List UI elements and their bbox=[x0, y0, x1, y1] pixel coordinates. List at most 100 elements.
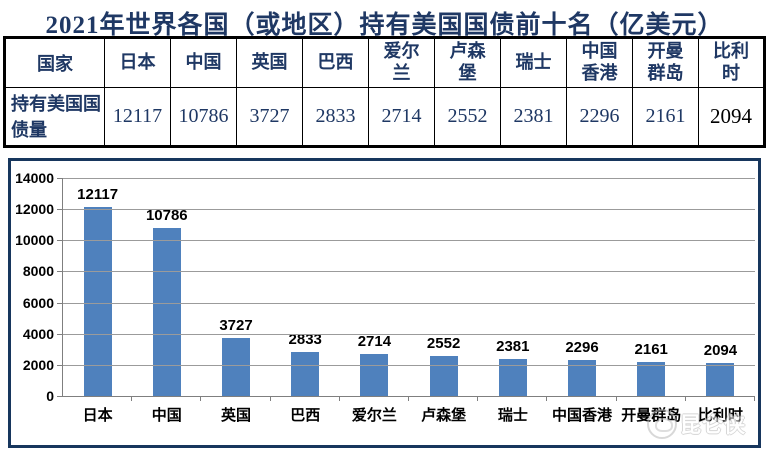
value-row-header: 持有美国国债量 bbox=[4, 86, 105, 148]
table-country-cell: 瑞士 bbox=[500, 37, 567, 88]
table-row-countries: 国家 日本 中国 英国 巴西 爱尔兰 卢森堡 瑞士 中国香港 开曼群岛 比利时 bbox=[4, 37, 765, 88]
table-value-cell: 12117 bbox=[104, 86, 171, 148]
bar-data-label: 2714 bbox=[357, 333, 392, 350]
bar-data-label: 2833 bbox=[288, 331, 322, 348]
gridline bbox=[63, 302, 755, 304]
x-axis-category-label: 日本 bbox=[82, 407, 113, 424]
gridline bbox=[63, 364, 755, 366]
x-axis-tick bbox=[200, 396, 202, 401]
x-axis-tick bbox=[684, 396, 686, 401]
gridline bbox=[63, 271, 755, 273]
page-title: 2021年世界各国（或地区）持有美国国债前十名（亿美元） bbox=[45, 12, 724, 39]
table-row-values: 持有美国国债量 12117 10786 3727 2833 2714 2552 2381 22… bbox=[4, 86, 765, 148]
x-axis-category-label: 瑞士 bbox=[497, 407, 528, 424]
y-axis-tick-label: 0 bbox=[46, 388, 54, 404]
bar-日本 bbox=[83, 207, 112, 396]
bar-data-label: 12117 bbox=[77, 186, 119, 203]
bar-data-label: 2552 bbox=[426, 335, 461, 352]
x-axis-category-label: 中国香港 bbox=[552, 407, 613, 424]
bar-data-label: 2296 bbox=[565, 339, 599, 356]
x-axis-tick bbox=[131, 396, 133, 401]
y-axis-tick-label: 10000 bbox=[15, 232, 54, 249]
table-value-cell: 2296 bbox=[566, 86, 633, 148]
y-axis-tick bbox=[57, 240, 63, 242]
table-country-cell: 爱尔兰 bbox=[368, 37, 435, 88]
bar-开曼群岛 bbox=[637, 362, 666, 396]
y-axis-tick-label: 6000 bbox=[22, 294, 54, 311]
table-value-cell: 3727 bbox=[236, 86, 303, 148]
bar-中国 bbox=[152, 228, 181, 396]
table-country-cell: 卢森堡 bbox=[434, 37, 501, 88]
x-axis-tick bbox=[754, 396, 756, 401]
bar-slot: 10786 bbox=[132, 178, 202, 401]
plot-area: 12117 10786 3727 2833 2714 2552 2381 2296 2161 20… bbox=[15, 170, 756, 404]
x-axis-tick bbox=[269, 396, 271, 401]
bar-slot: 2094 bbox=[686, 178, 756, 401]
y-axis-tick bbox=[57, 209, 63, 211]
y-axis-line bbox=[62, 178, 63, 397]
bar-爱尔兰 bbox=[360, 354, 389, 396]
x-axis-category-label: 开曼群岛 bbox=[621, 407, 682, 424]
bar-data-label: 10786 bbox=[145, 207, 188, 224]
bar-比利时 bbox=[706, 363, 735, 396]
table-country-cell: 巴西 bbox=[302, 37, 369, 88]
x-axis-category-label: 巴西 bbox=[290, 407, 321, 424]
table-value-cell: 2552 bbox=[434, 86, 501, 148]
bar-卢森堡 bbox=[429, 356, 458, 396]
x-axis-category-label: 爱尔兰 bbox=[351, 407, 397, 424]
bar-data-label: 2094 bbox=[703, 342, 738, 359]
table-country-cell: 英国 bbox=[236, 37, 303, 88]
x-axis-category-label: 英国 bbox=[221, 407, 252, 424]
table-value-cell: 10786 bbox=[170, 86, 237, 148]
table-value-cell: 2094 bbox=[698, 86, 765, 148]
y-axis-tick-label: 4000 bbox=[22, 325, 54, 342]
bar-data-label: 3727 bbox=[219, 317, 253, 334]
x-axis-tick bbox=[477, 396, 479, 401]
y-axis-tick-label: 8000 bbox=[22, 263, 54, 280]
bar-data-label: 2381 bbox=[496, 338, 530, 355]
x-axis-labels: 日本 中国 英国 巴西 爱尔兰 卢森堡 瑞士 中国香港 开曼群岛 比利时 bbox=[63, 404, 755, 425]
table-country-cell: 日本 bbox=[104, 37, 171, 88]
bar-slot: 2714 bbox=[340, 178, 410, 401]
table-value-cell: 2161 bbox=[632, 86, 699, 148]
x-axis-category-label: 比利时 bbox=[697, 407, 743, 424]
y-axis-tick bbox=[57, 178, 63, 179]
bar-中国香港 bbox=[568, 360, 597, 396]
gridline bbox=[63, 240, 755, 242]
table-country-cell: 比利时 bbox=[698, 37, 765, 88]
table-value-cell: 2714 bbox=[368, 86, 435, 148]
x-axis-tick bbox=[546, 396, 548, 401]
table-value-cell: 2381 bbox=[500, 86, 567, 148]
holdings-table: 国家 日本 中国 英国 巴西 爱尔兰 卢森堡 瑞士 中国香港 开曼群岛 比利时 持有美国国债量 1… bbox=[3, 36, 766, 148]
y-axis-tick bbox=[57, 271, 63, 273]
gridline bbox=[63, 209, 755, 211]
x-axis-category-label: 中国 bbox=[151, 407, 182, 424]
x-axis-category-label: 卢森堡 bbox=[421, 407, 467, 424]
bar-slot: 2381 bbox=[478, 178, 548, 401]
bar-slot: 2296 bbox=[547, 178, 617, 401]
gridline bbox=[63, 333, 755, 335]
bar-巴西 bbox=[291, 352, 320, 396]
bar-data-label: 2161 bbox=[634, 341, 668, 358]
table-country-cell: 中国 bbox=[170, 37, 237, 88]
bars-container: 12117 10786 3727 2833 2714 2552 2381 2296 2161 20… bbox=[63, 178, 756, 401]
x-axis-tick bbox=[408, 396, 410, 401]
bar-chart: 12117 10786 3727 2833 2714 2552 2381 2296 2161 20… bbox=[8, 158, 761, 448]
x-axis-tick bbox=[338, 396, 340, 401]
table-country-cell: 中国香港 bbox=[566, 37, 633, 88]
y-axis-tick-label: 14000 bbox=[15, 170, 54, 186]
country-row-header: 国家 bbox=[4, 37, 105, 88]
bar-slot: 12117 bbox=[63, 178, 133, 401]
gridline bbox=[63, 178, 755, 179]
y-axis-tick-label: 12000 bbox=[15, 201, 54, 218]
bar-slot: 3727 bbox=[201, 178, 271, 401]
x-axis-tick bbox=[615, 396, 617, 401]
bar-slot: 2833 bbox=[271, 178, 340, 401]
bar-英国 bbox=[222, 338, 250, 396]
bar-slot: 2161 bbox=[617, 178, 686, 401]
table-country-cell: 开曼群岛 bbox=[632, 37, 699, 88]
bar-slot: 2552 bbox=[409, 178, 479, 401]
y-axis-tick bbox=[57, 302, 63, 304]
y-axis-tick-label: 2000 bbox=[22, 356, 54, 373]
